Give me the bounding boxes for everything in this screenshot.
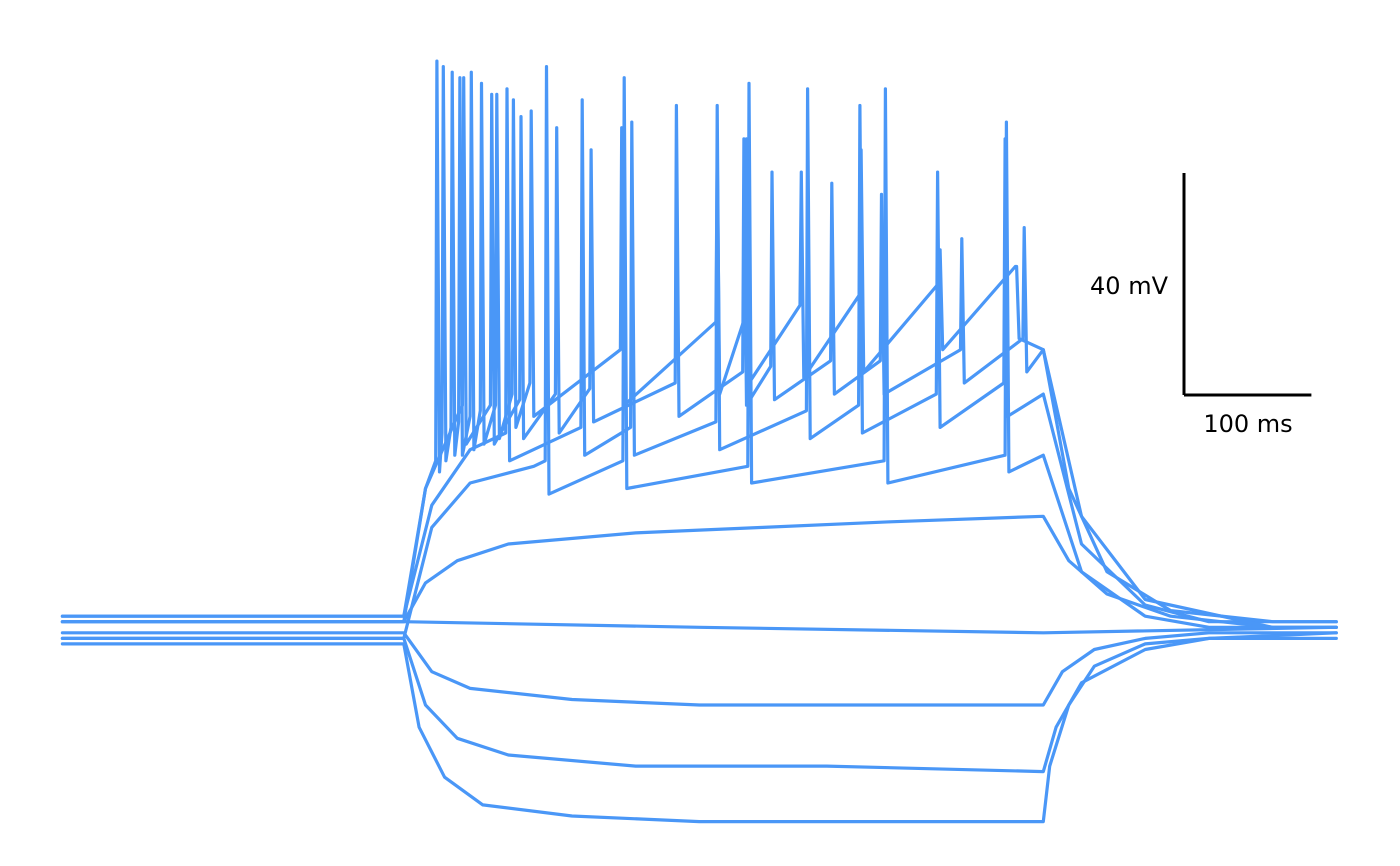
voltage-trace [60, 631, 1338, 774]
voltage-trace [60, 620, 1338, 635]
voltage-trace [60, 59, 1338, 624]
voltage-trace [60, 76, 1338, 629]
time-scale-label: 100 ms [1203, 410, 1292, 438]
voltage-trace [60, 65, 1338, 640]
voltage-trace [60, 636, 1338, 824]
voltage-trace [60, 631, 1338, 707]
voltage-trace [60, 514, 1338, 629]
voltage-scale-label: 40 mV [1090, 272, 1169, 300]
voltage-trace [60, 87, 1338, 624]
